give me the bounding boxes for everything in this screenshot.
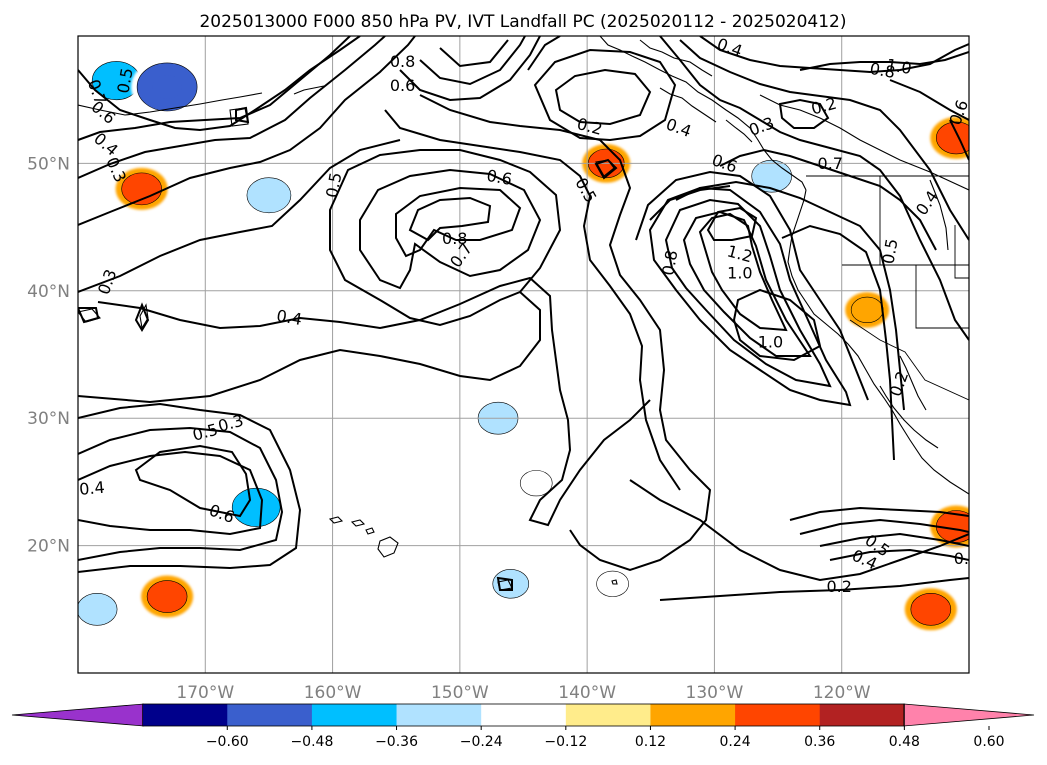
colorbar-bin: [227, 704, 313, 726]
colorbar-tick-label: 0.60: [973, 734, 1004, 750]
colorbar-tick-label: 0.12: [635, 734, 666, 750]
colorbar: −0.60 −0.48 −0.36 −0.24 −0.12 0.12 0.24 0.36 0.4…: [11, 703, 1035, 750]
pv-anomaly-blob: [850, 296, 884, 324]
contour-label: 0.5: [879, 237, 902, 265]
contour-label: 0.4: [78, 478, 105, 499]
pv-anomaly-blob: [231, 487, 281, 527]
contour-label: 0.8: [658, 249, 681, 277]
map-frame: [77, 35, 970, 674]
pv-anomaly-blob: [492, 569, 530, 599]
longitude-tick-label: 170°W: [176, 683, 234, 703]
colorbar-bin: [396, 704, 482, 726]
colorbar-tick-label: 0.24: [720, 734, 751, 750]
pv-anomaly-core: [152, 74, 183, 99]
pv-anomaly-blob: [146, 580, 188, 613]
pv-contours: [78, 36, 969, 601]
contour-label: 0.: [954, 549, 969, 568]
longitude-tick-label: 150°W: [431, 683, 489, 703]
contour-label: 0.5: [322, 171, 345, 199]
colorbar-bin: [311, 704, 398, 726]
pv-anomaly-blob: [935, 121, 969, 155]
latitude-tick-label: 20°N: [27, 537, 70, 557]
colorbar-tick-label: 0.36: [804, 734, 835, 750]
pv-anomaly-blob: [519, 470, 553, 497]
contour-label: 1.0: [727, 263, 752, 282]
contour-label: 0.6: [485, 166, 513, 189]
latitude-tick-labels: 20°N 30°N 40°N 50°N: [27, 154, 70, 556]
pv-anomaly-blob: [78, 593, 118, 626]
pv-anomaly-blob: [246, 177, 292, 214]
pv-anomaly-blob: [121, 172, 162, 206]
colorbar-tick-label: −0.36: [375, 734, 418, 750]
contour-label: 0.6: [946, 97, 973, 127]
longitude-tick-label: 120°W: [813, 683, 871, 703]
latitude-tick-label: 30°N: [27, 409, 70, 429]
colorbar-bin: [650, 704, 736, 726]
colorbar-tick-label: −0.60: [206, 734, 249, 750]
colorbar-tick-label: −0.24: [460, 734, 503, 750]
longitude-tick-label: 160°W: [304, 683, 362, 703]
latitude-tick-label: 50°N: [27, 154, 70, 174]
contour-label: 0.8: [442, 229, 467, 248]
colorbar-extend-high: [903, 703, 1035, 727]
contour-label: 0.2: [826, 577, 851, 596]
map-background: [78, 36, 969, 673]
colorbar-bin: [481, 704, 567, 726]
latitude-tick-label: 40°N: [27, 282, 70, 302]
contour-labels: 0.41.00.80.60.20.30.40.20.6 0.70.80.60.50…: [78, 36, 973, 596]
pv-anomaly-blob: [910, 592, 952, 626]
contour-label: 1.0: [885, 55, 913, 78]
contour-label: 0.7: [818, 154, 843, 173]
colorbar-bin: [735, 704, 821, 726]
contour-label: 0.8: [868, 59, 896, 82]
contour-label: 1.0: [758, 332, 783, 351]
colorbar-tick-label: −0.12: [544, 734, 587, 750]
colorbar-bin: [142, 704, 228, 726]
colorbar-bin: [819, 704, 905, 726]
colorbar-bin: [565, 704, 651, 726]
longitude-tick-labels: 170°W 160°W 150°W 140°W 130°W 120°W: [176, 683, 870, 703]
contour-label: 0.5: [114, 66, 137, 94]
chart-title: 2025013000 F000 850 hPa PV, IVT Landfall…: [199, 12, 846, 32]
colorbar-outline: [142, 703, 905, 727]
colorbar-extend-low: [11, 703, 145, 727]
contour-label: 0.6: [390, 76, 415, 95]
longitude-tick-label: 130°W: [686, 683, 744, 703]
contour-label: 0.8: [390, 52, 415, 71]
colorbar-tick-label: −0.48: [290, 734, 333, 750]
contour-label: 0.4: [275, 306, 303, 329]
colorbar-tick-label: 0.48: [889, 734, 920, 750]
longitude-tick-label: 140°W: [558, 683, 616, 703]
